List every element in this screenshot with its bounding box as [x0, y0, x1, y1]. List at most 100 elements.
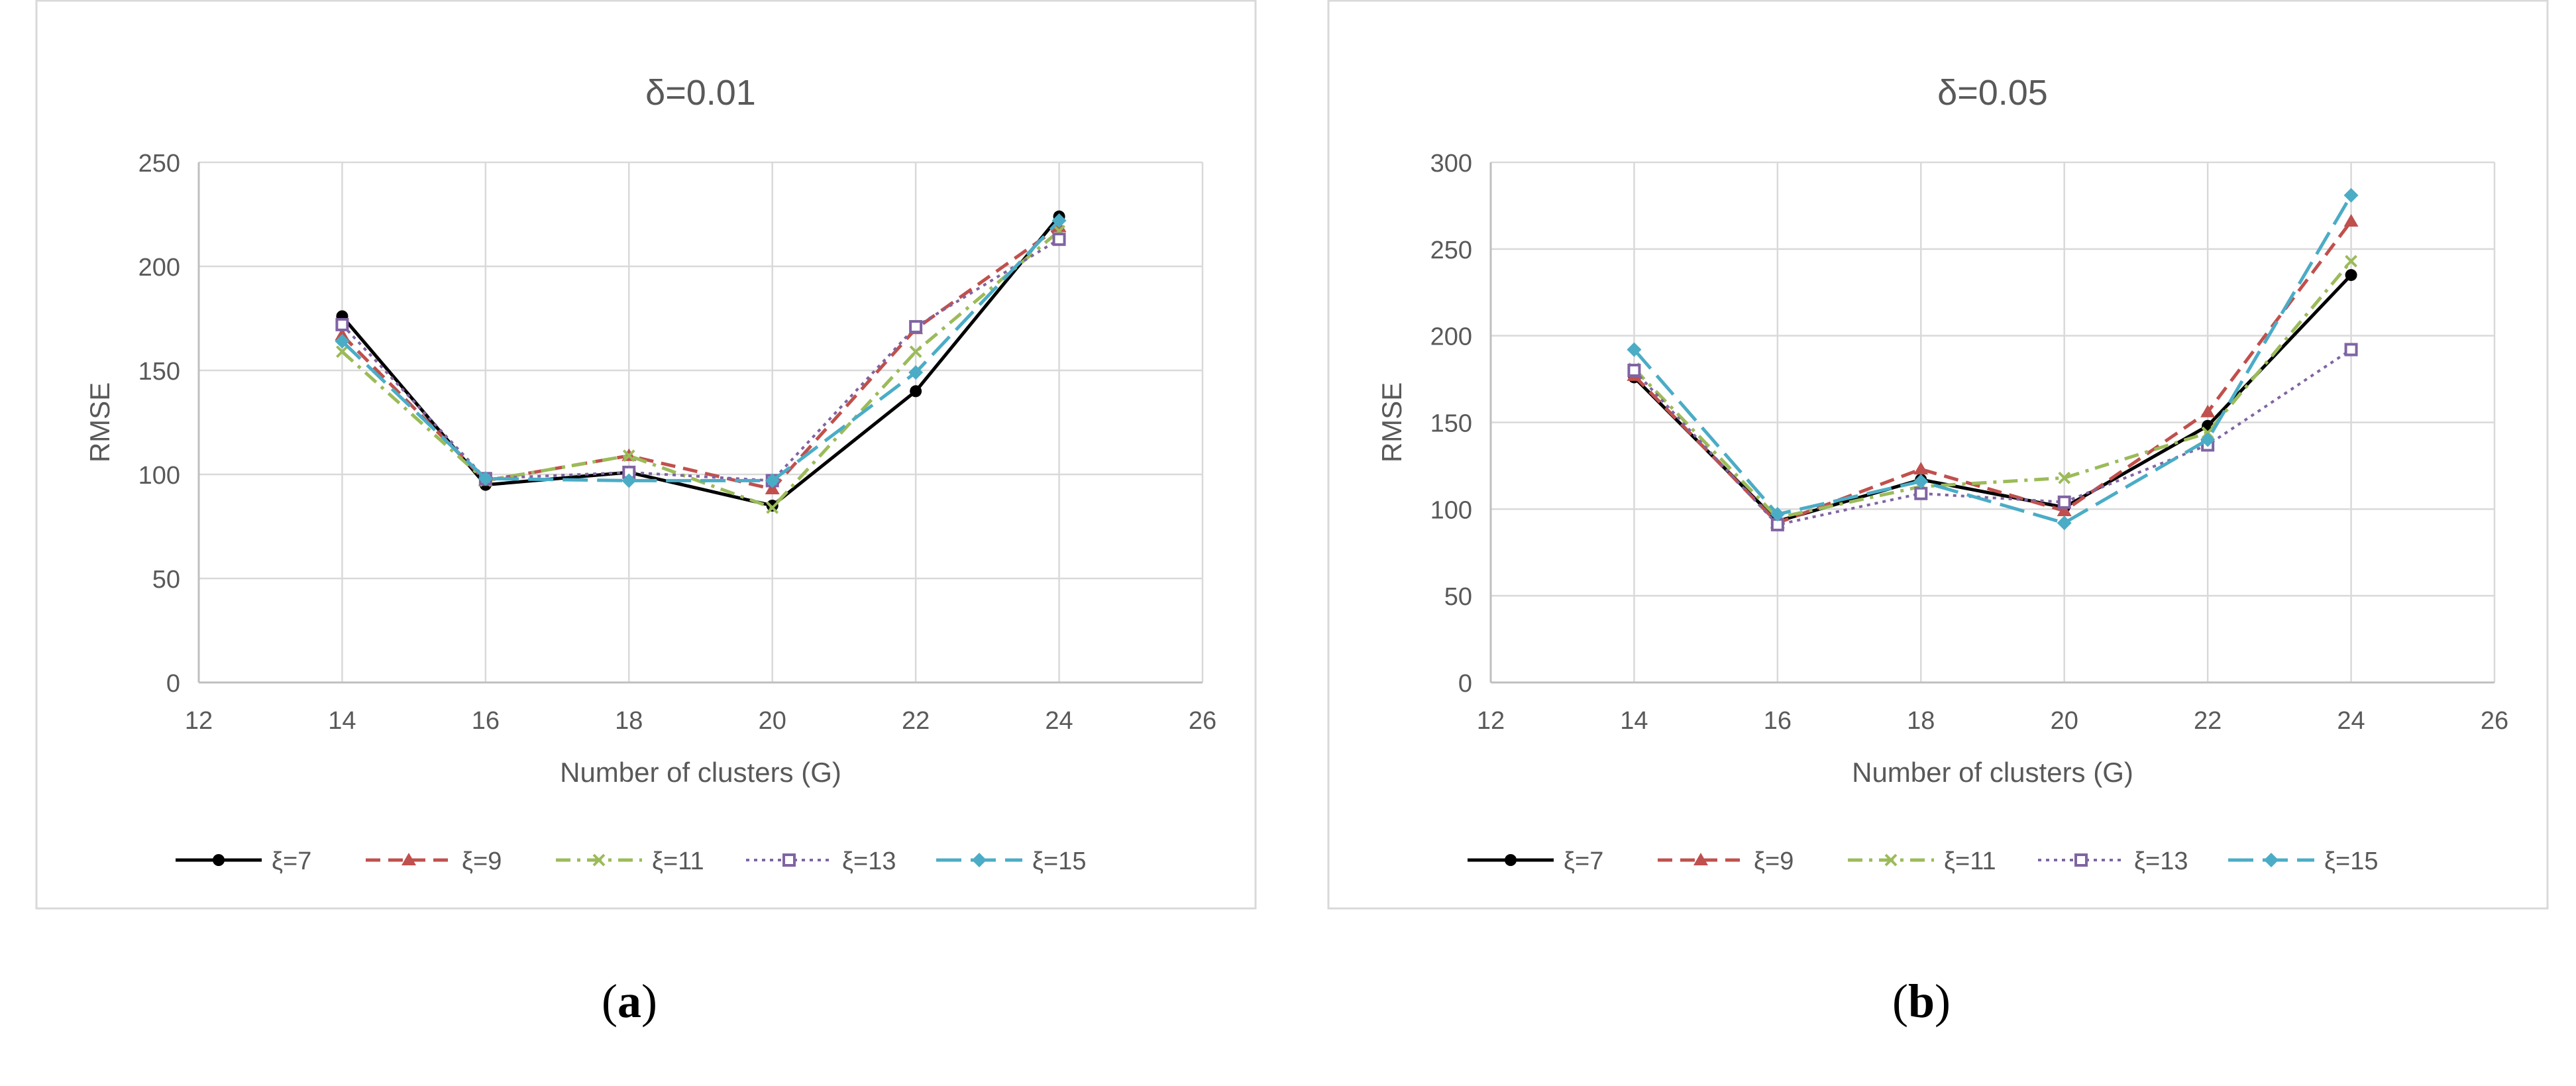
legend-marker [402, 853, 416, 865]
legend-marker [972, 853, 987, 867]
y-axis-label: RMSE [84, 382, 115, 462]
data-point [766, 500, 778, 512]
legend-label: ξ=9 [1754, 847, 1794, 875]
legend-label: ξ=15 [1032, 847, 1086, 875]
x-axis-label: Number of clusters (G) [1852, 757, 2133, 788]
legend-item: ξ=7 [176, 847, 311, 875]
x-tick-label: 22 [2194, 707, 2222, 735]
legend: ξ=7 ξ=9 ξ=11 ξ=13 ξ=15 [176, 847, 1086, 875]
y-tick-label: 300 [1430, 150, 1472, 178]
data-point [2345, 254, 2357, 268]
data-point [1627, 342, 1642, 357]
y-tick-label: 250 [138, 150, 180, 178]
y-tick-label: 200 [138, 254, 180, 282]
x-tick-label: 20 [759, 707, 786, 735]
data-point [1627, 364, 1641, 377]
data-point [765, 481, 780, 494]
legend-marker [2074, 853, 2088, 867]
data-point [2057, 516, 2072, 531]
x-tick-label: 24 [1045, 707, 1073, 735]
x-tick-label: 24 [2337, 707, 2365, 735]
series-line-3 [341, 238, 1060, 482]
data-point [336, 345, 349, 358]
series-4 [1627, 188, 2359, 531]
series-line-3 [1633, 348, 2352, 527]
y-tick-label: 200 [1430, 323, 1472, 351]
legend-item: ξ=15 [2228, 847, 2378, 875]
data-point [2057, 503, 2072, 516]
data-point [908, 365, 924, 380]
x-tick-label: 16 [1764, 707, 1792, 735]
x-tick-label: 18 [615, 707, 643, 735]
legend-item: ξ=11 [1848, 847, 1996, 875]
x-tick-label: 12 [185, 707, 213, 735]
data-point [1913, 462, 1929, 475]
x-axis-label: Number of clusters (G) [560, 757, 841, 788]
data-point [1913, 474, 1929, 489]
legend-item: ξ=9 [1658, 847, 1794, 875]
data-point [1051, 213, 1067, 228]
y-tick-label: 0 [166, 670, 180, 698]
data-point [1770, 507, 1785, 522]
legend-label: ξ=7 [1564, 847, 1603, 875]
legend-marker [1505, 854, 1517, 866]
data-point [622, 449, 635, 462]
data-point [909, 320, 923, 334]
data-point [909, 345, 922, 358]
data-point [478, 471, 493, 486]
chart-frame [1327, 0, 2549, 910]
data-point [766, 501, 779, 514]
legend-label: ξ=11 [652, 847, 704, 875]
legend-item: ξ=9 [366, 847, 502, 875]
x-tick-label: 14 [328, 707, 356, 735]
data-point [335, 334, 350, 349]
legend-label: ξ=15 [2324, 847, 2378, 875]
legend-item: ξ=7 [1468, 847, 1603, 875]
legend-item: ξ=13 [746, 847, 896, 875]
y-tick-label: 50 [1444, 583, 1472, 611]
x-tick-label: 26 [1189, 707, 1216, 735]
legend-marker [213, 854, 225, 866]
chart-panel-b: δ=0.05 0 50 100 150 200 250 300 12 14 16 18 20 22 24 26… [1292, 0, 2551, 1086]
data-point [2057, 495, 2071, 509]
x-tick-label: 18 [1907, 707, 1935, 735]
x-tick-label: 20 [2051, 707, 2078, 735]
y-tick-label: 50 [152, 566, 180, 594]
legend: ξ=7 ξ=9 ξ=11 ξ=13 ξ=15 [1468, 847, 2378, 875]
data-point [2345, 269, 2357, 282]
series-line-1 [341, 225, 1061, 491]
legend-label: ξ=11 [1944, 847, 1996, 875]
chart-title: δ=0.01 [645, 73, 756, 113]
y-tick-label: 100 [1430, 496, 1472, 524]
legend-marker [782, 853, 796, 867]
data-point [2344, 343, 2358, 356]
data-point [1914, 486, 1928, 500]
data-point [765, 473, 780, 488]
chart-b: δ=0.05 0 50 100 150 200 250 300 12 14 16 18 20 22 24 26… [1327, 0, 2549, 910]
legend-marker [1693, 853, 1708, 865]
legend-item: ξ=15 [936, 847, 1086, 875]
data-point [2200, 404, 2216, 417]
y-tick-label: 250 [1430, 237, 1472, 264]
legend-item: ξ=11 [556, 847, 704, 875]
legend-label: ξ=9 [462, 847, 502, 875]
data-point [2058, 471, 2071, 484]
legend-label: ξ=7 [272, 847, 311, 875]
y-tick-label: 150 [138, 358, 180, 386]
chart-frame [35, 0, 1257, 910]
x-tick-label: 14 [1620, 707, 1648, 735]
data-point [335, 317, 349, 331]
chart-title: δ=0.05 [1937, 73, 2048, 113]
chart-a: δ=0.01 0 50 100 150 200 250 12 14 16 18 20 22 24 26 Num… [35, 0, 1257, 910]
legend-marker [2264, 853, 2279, 867]
y-tick-label: 0 [1458, 670, 1472, 698]
legend-label: ξ=13 [842, 847, 896, 875]
data-point [621, 473, 637, 488]
legend-label: ξ=13 [2134, 847, 2188, 875]
legend-marker [1884, 853, 1898, 867]
data-point [910, 385, 922, 398]
data-point [2343, 188, 2359, 203]
legend-item: ξ=13 [2038, 847, 2188, 875]
x-tick-label: 12 [1477, 707, 1505, 735]
data-point [2200, 432, 2216, 447]
